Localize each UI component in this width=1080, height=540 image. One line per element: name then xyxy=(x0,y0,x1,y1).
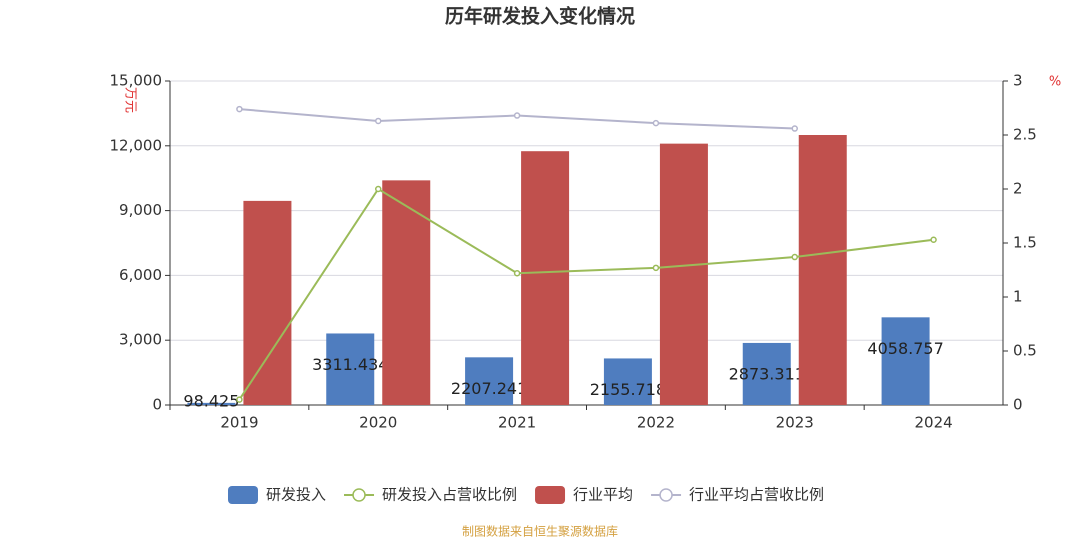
bar xyxy=(659,143,708,405)
line-point xyxy=(791,125,798,132)
y2-tick-label: 1 xyxy=(1013,288,1023,306)
bar xyxy=(187,402,236,405)
x-tick-label: 2020 xyxy=(359,414,397,432)
line-point xyxy=(375,185,382,193)
bar xyxy=(382,180,431,405)
data-label: 2873.311 xyxy=(729,364,805,383)
bar xyxy=(603,358,652,405)
y-tick-label: 3,000 xyxy=(119,331,162,349)
data-label: 2207.241 xyxy=(451,379,527,398)
legend-label: 研发投入占营收比例 xyxy=(382,486,517,504)
line-point xyxy=(375,117,382,125)
y2-tick-label: 2.5 xyxy=(1013,126,1037,144)
x-tick-label: 2022 xyxy=(637,414,675,432)
data-label: 2155.718 xyxy=(590,380,666,399)
y2-axis-label: % xyxy=(1049,75,1061,90)
bar xyxy=(798,135,847,405)
y2-tick-label: 0 xyxy=(1013,396,1023,414)
bar xyxy=(742,342,791,405)
legend-swatch xyxy=(228,486,258,504)
data-label: 98.425 xyxy=(183,392,239,411)
y-tick-label: 0 xyxy=(152,396,162,414)
data-label: 4058.757 xyxy=(867,339,943,358)
x-tick-label: 2019 xyxy=(220,414,258,432)
line-point xyxy=(236,105,243,113)
y-axis-label: 万元 xyxy=(123,87,138,113)
y2-tick-label: 2 xyxy=(1013,180,1023,198)
line-point xyxy=(513,112,521,119)
line-point xyxy=(513,269,521,277)
line-point xyxy=(236,396,243,403)
x-tick-label: 2021 xyxy=(498,414,536,432)
y2-tick-label: 0.5 xyxy=(1013,342,1037,360)
y-tick-label: 12,000 xyxy=(110,136,163,154)
x-tick-label: 2023 xyxy=(776,414,814,432)
y2-tick-label: 1.5 xyxy=(1013,234,1037,252)
y-tick-label: 15,000 xyxy=(110,72,163,90)
y-tick-label: 9,000 xyxy=(119,201,162,219)
line-point xyxy=(652,264,660,272)
bar xyxy=(465,357,514,405)
line-point xyxy=(791,253,798,261)
bar xyxy=(521,151,570,405)
legend-label: 研发投入 xyxy=(266,486,326,504)
legend-label: 行业平均占营收比例 xyxy=(689,486,824,504)
y2-tick-label: 3 xyxy=(1013,72,1023,90)
line xyxy=(238,187,934,401)
line-point xyxy=(930,236,937,244)
legend-swatch xyxy=(535,486,566,504)
x-tick-label: 2024 xyxy=(914,414,952,432)
legend-swatch xyxy=(352,488,366,502)
data-label: 3311.434 xyxy=(312,355,388,374)
chart-title: 历年研发投入变化情况 xyxy=(445,5,635,28)
legend-swatch xyxy=(659,488,673,502)
line-point xyxy=(652,119,660,127)
y-tick-label: 6,000 xyxy=(119,266,162,284)
bar xyxy=(326,333,375,405)
bar xyxy=(243,200,292,405)
source-note: 制图数据来自恒生聚源数据库 xyxy=(462,524,618,539)
legend-label: 行业平均 xyxy=(573,486,633,504)
bar xyxy=(881,317,930,405)
